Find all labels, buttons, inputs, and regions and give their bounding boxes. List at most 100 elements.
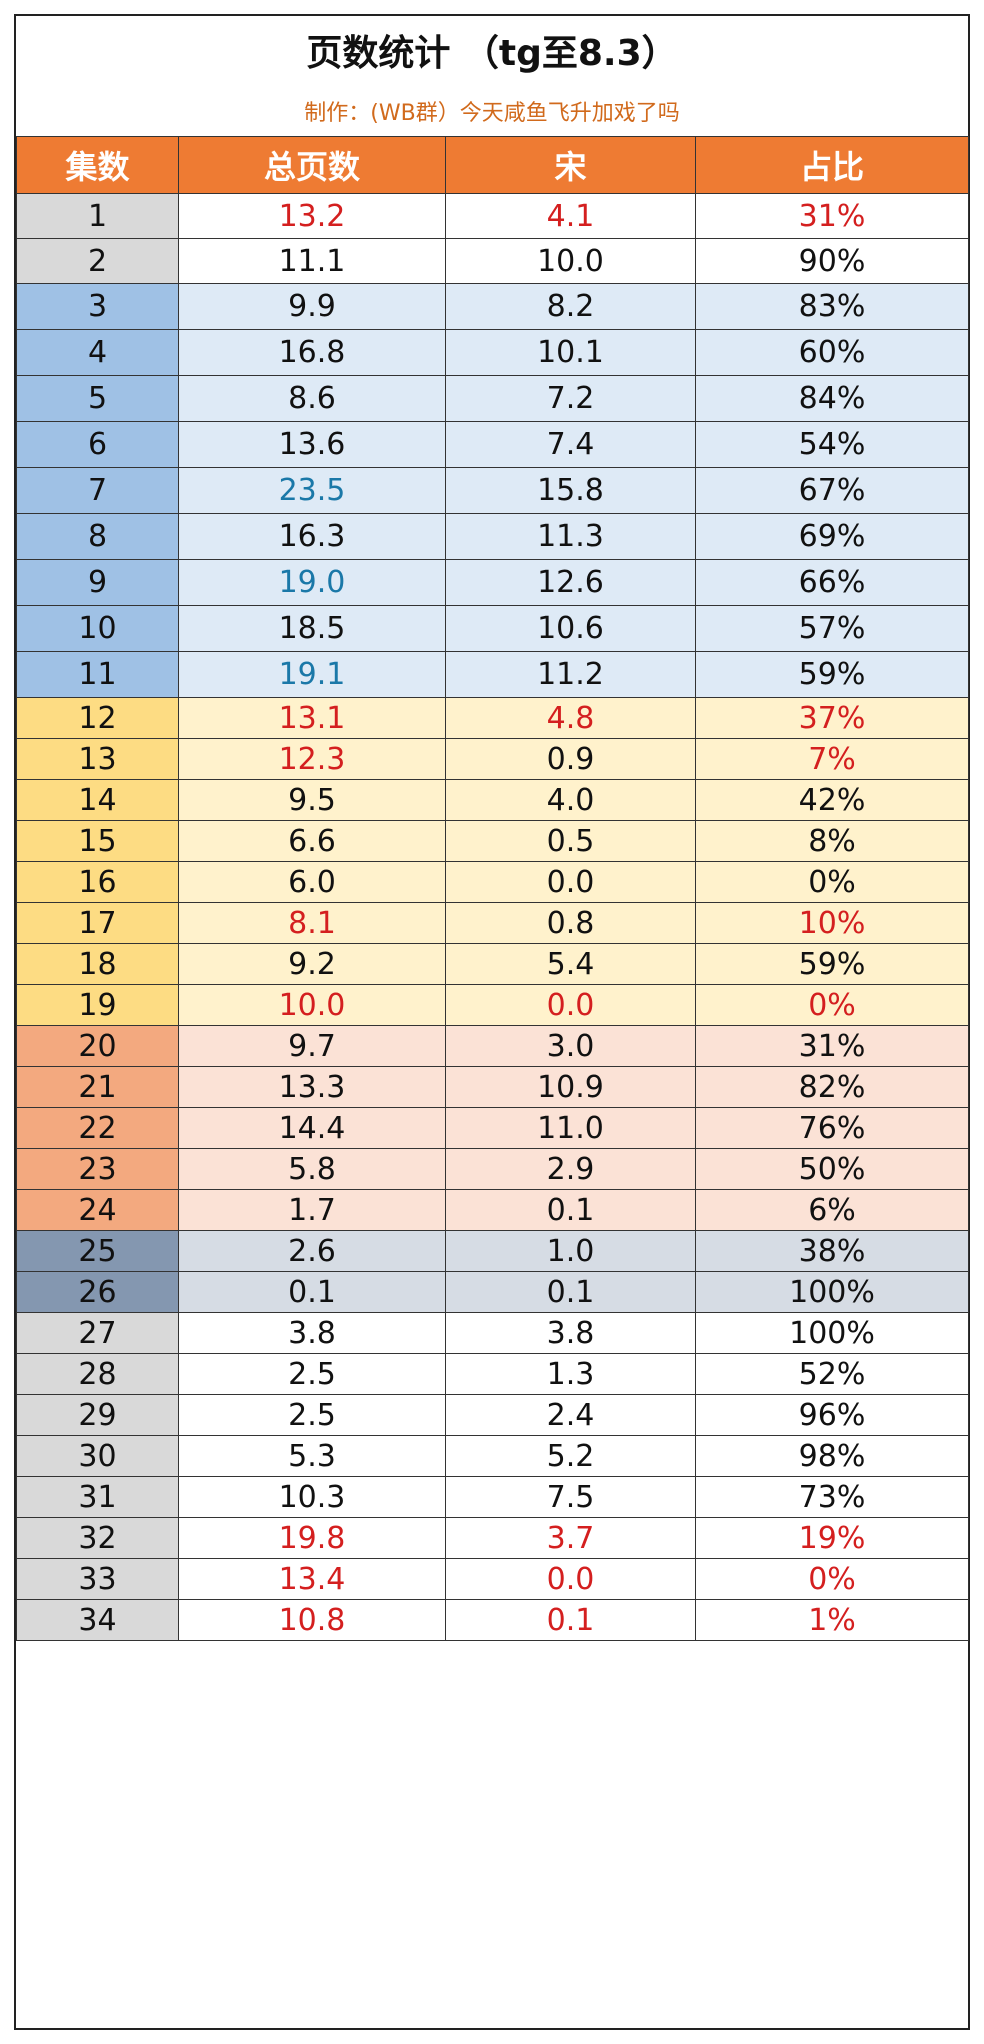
table-row: 13 12.3 0.9 7%: [16, 738, 969, 780]
song-pages-cell: 1.3: [445, 1353, 696, 1395]
total-pages-cell: 19.1: [178, 651, 446, 698]
song-pages-cell: 11.2: [445, 651, 696, 698]
ratio-cell: 98%: [695, 1435, 969, 1477]
stats-sheet: 页数统计 （tg至8.3） 制作：(WB群）今天咸鱼飞升加戏了吗 集数 总页数 …: [14, 14, 970, 2030]
episode-cell: 6: [16, 421, 179, 468]
song-pages-cell: 10.0: [445, 238, 696, 284]
episode-cell: 28: [16, 1353, 179, 1395]
ratio-cell: 82%: [695, 1066, 969, 1108]
total-pages-cell: 1.7: [178, 1189, 446, 1231]
episode-cell: 25: [16, 1230, 179, 1272]
song-pages-cell: 7.4: [445, 421, 696, 468]
ratio-cell: 50%: [695, 1148, 969, 1190]
episode-cell: 4: [16, 329, 179, 376]
song-pages-cell: 0.0: [445, 984, 696, 1026]
episode-cell: 30: [16, 1435, 179, 1477]
table-row: 10 18.5 10.6 57%: [16, 605, 969, 652]
table-row: 19 10.0 0.0 0%: [16, 984, 969, 1026]
song-pages-cell: 7.2: [445, 375, 696, 422]
table-row: 21 13.3 10.9 82%: [16, 1066, 969, 1108]
episode-cell: 9: [16, 559, 179, 606]
table-row: 30 5.3 5.2 98%: [16, 1435, 969, 1477]
total-pages-cell: 8.6: [178, 375, 446, 422]
total-pages-cell: 14.4: [178, 1107, 446, 1149]
ratio-cell: 76%: [695, 1107, 969, 1149]
total-pages-cell: 0.1: [178, 1271, 446, 1313]
ratio-cell: 60%: [695, 329, 969, 376]
episode-cell: 27: [16, 1312, 179, 1354]
table-row: 26 0.1 0.1 100%: [16, 1271, 969, 1313]
song-pages-cell: 7.5: [445, 1476, 696, 1518]
ratio-cell: 19%: [695, 1517, 969, 1559]
song-pages-cell: 0.1: [445, 1271, 696, 1313]
ratio-cell: 7%: [695, 738, 969, 780]
total-pages-cell: 13.4: [178, 1558, 446, 1600]
table-row: 6 13.6 7.4 54%: [16, 421, 969, 468]
song-pages-cell: 0.1: [445, 1189, 696, 1231]
song-pages-cell: 2.4: [445, 1394, 696, 1436]
table-row: 3 9.9 8.2 83%: [16, 283, 969, 330]
page-subtitle: 制作：(WB群）今天咸鱼飞升加戏了吗: [304, 101, 680, 126]
ratio-cell: 38%: [695, 1230, 969, 1272]
table-row: 15 6.6 0.5 8%: [16, 820, 969, 862]
song-pages-cell: 0.9: [445, 738, 696, 780]
episode-cell: 19: [16, 984, 179, 1026]
song-pages-cell: 0.0: [445, 1558, 696, 1600]
header-total-pages: 总页数: [178, 136, 446, 194]
table-row: 14 9.5 4.0 42%: [16, 779, 969, 821]
song-pages-cell: 10.1: [445, 329, 696, 376]
episode-cell: 21: [16, 1066, 179, 1108]
total-pages-cell: 13.6: [178, 421, 446, 468]
ratio-cell: 37%: [695, 697, 969, 739]
song-pages-cell: 11.3: [445, 513, 696, 560]
episode-cell: 13: [16, 738, 179, 780]
total-pages-cell: 5.3: [178, 1435, 446, 1477]
total-pages-cell: 10.3: [178, 1476, 446, 1518]
table-row: 9 19.0 12.6 66%: [16, 559, 969, 606]
song-pages-cell: 0.8: [445, 902, 696, 944]
song-pages-cell: 11.0: [445, 1107, 696, 1149]
total-pages-cell: 5.8: [178, 1148, 446, 1190]
table-row: 11 19.1 11.2 59%: [16, 651, 969, 698]
total-pages-cell: 6.6: [178, 820, 446, 862]
ratio-cell: 1%: [695, 1599, 969, 1641]
header-ratio: 占比: [695, 136, 969, 194]
episode-cell: 24: [16, 1189, 179, 1231]
song-pages-cell: 0.1: [445, 1599, 696, 1641]
ratio-cell: 84%: [695, 375, 969, 422]
table-row: 18 9.2 5.4 59%: [16, 943, 969, 985]
ratio-cell: 96%: [695, 1394, 969, 1436]
ratio-cell: 42%: [695, 779, 969, 821]
ratio-cell: 69%: [695, 513, 969, 560]
ratio-cell: 67%: [695, 467, 969, 514]
ratio-cell: 54%: [695, 421, 969, 468]
total-pages-cell: 16.3: [178, 513, 446, 560]
page-count-table: 集数 总页数 宋 占比 1 13.2 4.1 31% 2 11.1 10.0 90% 3 9.9 8…: [16, 136, 969, 1641]
song-pages-cell: 10.9: [445, 1066, 696, 1108]
table-row: 24 1.7 0.1 6%: [16, 1189, 969, 1231]
total-pages-cell: 8.1: [178, 902, 446, 944]
song-pages-cell: 2.9: [445, 1148, 696, 1190]
ratio-cell: 10%: [695, 902, 969, 944]
total-pages-cell: 16.8: [178, 329, 446, 376]
song-pages-cell: 15.8: [445, 467, 696, 514]
episode-cell: 3: [16, 283, 179, 330]
total-pages-cell: 9.5: [178, 779, 446, 821]
total-pages-cell: 9.9: [178, 283, 446, 330]
ratio-cell: 8%: [695, 820, 969, 862]
song-pages-cell: 8.2: [445, 283, 696, 330]
episode-cell: 34: [16, 1599, 179, 1641]
song-pages-cell: 10.6: [445, 605, 696, 652]
episode-cell: 2: [16, 238, 179, 284]
table-row: 1 13.2 4.1 31%: [16, 193, 969, 239]
table-row: 20 9.7 3.0 31%: [16, 1025, 969, 1067]
episode-cell: 15: [16, 820, 179, 862]
table-row: 8 16.3 11.3 69%: [16, 513, 969, 560]
episode-cell: 32: [16, 1517, 179, 1559]
episode-cell: 23: [16, 1148, 179, 1190]
table-row: 7 23.5 15.8 67%: [16, 467, 969, 514]
episode-cell: 16: [16, 861, 179, 903]
ratio-cell: 6%: [695, 1189, 969, 1231]
ratio-cell: 90%: [695, 238, 969, 284]
episode-cell: 18: [16, 943, 179, 985]
